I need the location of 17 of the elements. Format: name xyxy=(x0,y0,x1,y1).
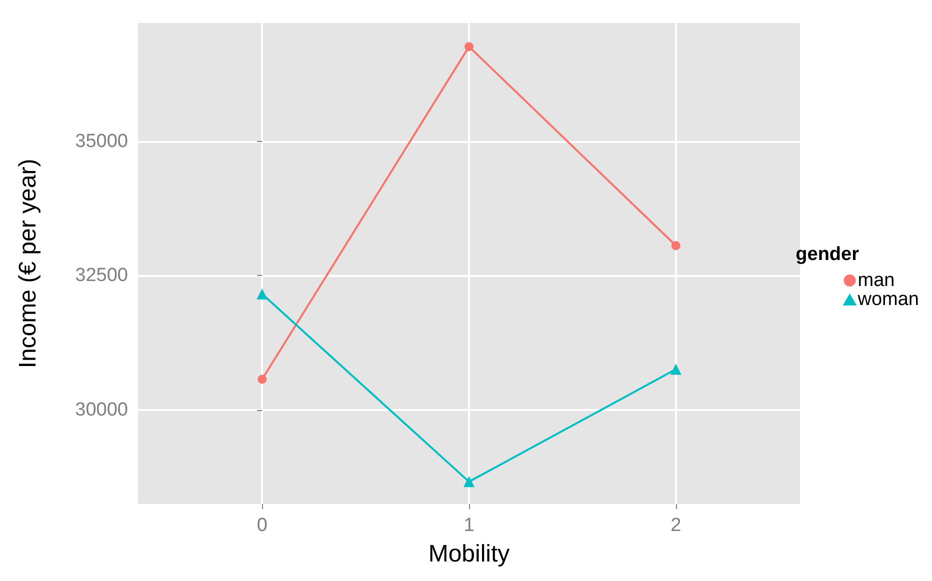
point xyxy=(464,42,474,52)
x-tick-label: 0 xyxy=(256,515,268,536)
point xyxy=(670,364,682,375)
legend-label: man xyxy=(858,270,895,291)
y-tick-label: 32500 xyxy=(75,265,128,286)
point xyxy=(256,288,268,300)
legend-title: gender xyxy=(796,244,860,265)
x-axis-title: Mobility xyxy=(428,540,510,568)
y-tick-label: 35000 xyxy=(75,130,128,152)
point xyxy=(258,374,267,384)
y-tick-label: 30000 xyxy=(75,400,128,421)
legend-label: woman xyxy=(856,289,919,310)
y-axis-title: Income (€ per year) xyxy=(14,158,42,368)
x-tick-label: 2 xyxy=(670,515,682,536)
x-tick-label: 1 xyxy=(464,515,474,536)
point xyxy=(671,241,680,250)
point xyxy=(464,476,474,488)
